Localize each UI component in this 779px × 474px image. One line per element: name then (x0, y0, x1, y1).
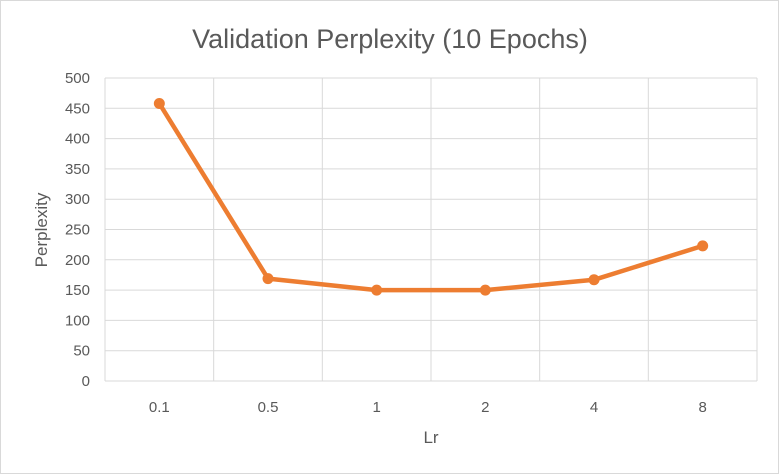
chart-title: Validation Perplexity (10 Epochs) (192, 24, 588, 54)
data-point (479, 284, 491, 296)
data-point (371, 284, 383, 296)
x-tick-label: 2 (481, 399, 489, 416)
x-tick-labels: 0.1 0.5 1 2 4 8 (149, 399, 707, 416)
x-tick-label: 0.1 (149, 399, 170, 416)
data-point (153, 97, 165, 109)
x-axis-label: Lr (423, 428, 438, 447)
data-point (697, 240, 709, 252)
y-tick-label: 500 (65, 70, 90, 87)
y-tick-label: 250 (65, 222, 90, 239)
x-tick-label: 4 (590, 399, 598, 416)
y-axis-label: Perplexity (32, 192, 51, 267)
y-tick-label: 350 (65, 161, 90, 178)
y-tick-label: 0 (82, 373, 90, 390)
series-line (157, 101, 705, 293)
x-tick-label: 8 (698, 399, 706, 416)
x-tick-label: 1 (372, 399, 380, 416)
data-point (262, 273, 274, 285)
y-tick-label: 50 (73, 343, 90, 360)
y-tick-label: 100 (65, 312, 90, 329)
gridlines (104, 77, 758, 382)
y-tick-label: 450 (65, 100, 90, 117)
y-tick-label: 150 (65, 282, 90, 299)
series-layer (153, 97, 709, 296)
y-tick-label: 200 (65, 252, 90, 269)
x-tick-label: 0.5 (258, 399, 279, 416)
data-point (588, 274, 600, 286)
y-tick-label: 400 (65, 131, 90, 148)
y-tick-label: 300 (65, 191, 90, 208)
y-tick-labels: 0 50 100 150 200 250 300 350 400 450 500 (65, 70, 90, 390)
